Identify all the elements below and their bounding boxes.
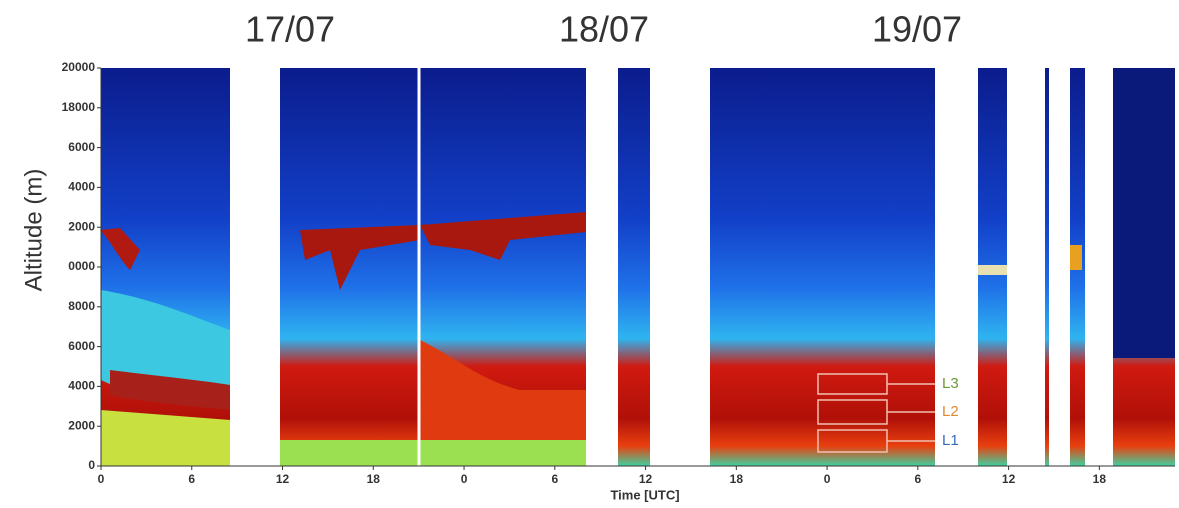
x-tick-label: 12 bbox=[639, 472, 653, 486]
x-tick-label: 18 bbox=[367, 472, 381, 486]
y-tick-label: 18000 bbox=[62, 100, 96, 114]
aerosol-layer bbox=[101, 290, 230, 400]
y-tick-label: 2000 bbox=[68, 219, 95, 233]
cloud bbox=[1070, 245, 1082, 270]
x-tick-label: 0 bbox=[824, 472, 831, 486]
y-tick-label: 2000 bbox=[68, 418, 95, 432]
x-tick-label: 6 bbox=[915, 472, 922, 486]
gap bbox=[586, 66, 618, 467]
date-title: 18/07 bbox=[559, 9, 649, 50]
x-tick-label: 18 bbox=[1093, 472, 1107, 486]
gap bbox=[230, 66, 280, 467]
y-tick-label: 4000 bbox=[68, 379, 95, 393]
layer-label: L3 bbox=[942, 375, 959, 392]
y-tick-label: 4000 bbox=[68, 180, 95, 194]
x-axis-label: Time [UTC] bbox=[610, 487, 679, 502]
x-tick-label: 18 bbox=[730, 472, 744, 486]
x-tick-label: 12 bbox=[1002, 472, 1016, 486]
date-title: 19/07 bbox=[872, 9, 962, 50]
x-tick-label: 6 bbox=[188, 472, 195, 486]
gap bbox=[935, 66, 978, 467]
layer-label: L1 bbox=[942, 432, 959, 449]
aerosol-layer bbox=[280, 440, 586, 466]
y-tick-label: 6000 bbox=[68, 339, 95, 353]
layer-boxes bbox=[817, 373, 935, 453]
y-tick-label: 8000 bbox=[68, 299, 95, 313]
x-tick-label: 0 bbox=[98, 472, 105, 486]
cloud bbox=[100, 228, 140, 270]
aerosol-layer bbox=[110, 370, 230, 410]
x-tick-label: 0 bbox=[461, 472, 468, 486]
y-tick-label: 0 bbox=[88, 458, 95, 472]
y-tick-label: 0000 bbox=[68, 259, 95, 273]
x-tick-label: 12 bbox=[276, 472, 290, 486]
x-tick-label: 6 bbox=[551, 472, 558, 486]
cloud bbox=[300, 225, 420, 290]
date-title: 17/07 bbox=[245, 9, 335, 50]
gap bbox=[650, 66, 710, 467]
gap bbox=[1085, 66, 1113, 467]
y-tick-label: 20000 bbox=[62, 60, 96, 74]
heatmap bbox=[100, 66, 1175, 467]
cloud bbox=[978, 265, 1008, 275]
backscatter-field bbox=[1113, 68, 1175, 358]
cloud bbox=[420, 212, 586, 260]
gap bbox=[1049, 66, 1070, 467]
y-tick-label: 6000 bbox=[68, 140, 95, 154]
layer-label: L2 bbox=[942, 403, 959, 420]
aerosol-layer bbox=[420, 340, 586, 440]
y-axis-label: Altitude (m) bbox=[20, 169, 47, 292]
data-gaps bbox=[230, 66, 1113, 467]
aerosol-layer bbox=[101, 410, 230, 466]
gap bbox=[1007, 66, 1045, 467]
